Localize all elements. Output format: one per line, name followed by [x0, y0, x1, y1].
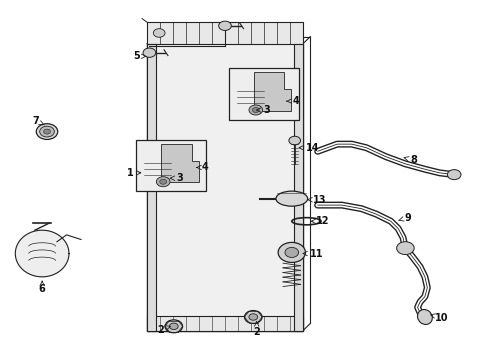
Text: 2: 2 [157, 325, 170, 334]
FancyBboxPatch shape [136, 140, 206, 192]
Circle shape [169, 323, 178, 329]
Polygon shape [161, 144, 198, 182]
Polygon shape [147, 44, 156, 330]
Circle shape [160, 179, 166, 184]
Circle shape [252, 108, 259, 113]
Polygon shape [147, 44, 303, 330]
Text: 3: 3 [256, 105, 269, 115]
Circle shape [248, 314, 257, 320]
Circle shape [43, 129, 50, 134]
Text: 3: 3 [170, 173, 183, 183]
Circle shape [40, 126, 54, 137]
Polygon shape [156, 44, 294, 316]
Text: 4: 4 [196, 162, 208, 172]
Circle shape [153, 29, 164, 37]
Circle shape [285, 247, 298, 257]
Circle shape [218, 21, 231, 31]
Text: 6: 6 [39, 281, 45, 294]
Text: 13: 13 [307, 195, 326, 205]
Circle shape [396, 242, 413, 255]
Text: 8: 8 [403, 155, 417, 165]
Circle shape [143, 48, 156, 57]
Circle shape [244, 311, 262, 323]
Text: 5: 5 [133, 51, 145, 61]
Circle shape [447, 170, 460, 180]
Circle shape [248, 105, 262, 115]
Text: 10: 10 [430, 313, 448, 323]
Text: 2: 2 [253, 321, 260, 337]
Ellipse shape [417, 310, 431, 324]
Polygon shape [294, 44, 303, 330]
Text: 1: 1 [126, 168, 141, 178]
Text: 4: 4 [286, 96, 299, 106]
Text: 14: 14 [299, 143, 319, 153]
Ellipse shape [275, 191, 307, 206]
Polygon shape [15, 230, 69, 277]
FancyBboxPatch shape [228, 68, 299, 120]
Circle shape [164, 320, 182, 333]
Polygon shape [147, 316, 303, 330]
Text: 9: 9 [398, 213, 410, 222]
Polygon shape [147, 22, 303, 44]
Polygon shape [253, 72, 291, 111]
Circle shape [278, 242, 305, 262]
Circle shape [288, 136, 300, 145]
Circle shape [36, 124, 58, 139]
Text: 7: 7 [32, 116, 44, 126]
Circle shape [156, 177, 170, 187]
Text: 12: 12 [311, 216, 328, 226]
Text: 11: 11 [303, 248, 323, 258]
